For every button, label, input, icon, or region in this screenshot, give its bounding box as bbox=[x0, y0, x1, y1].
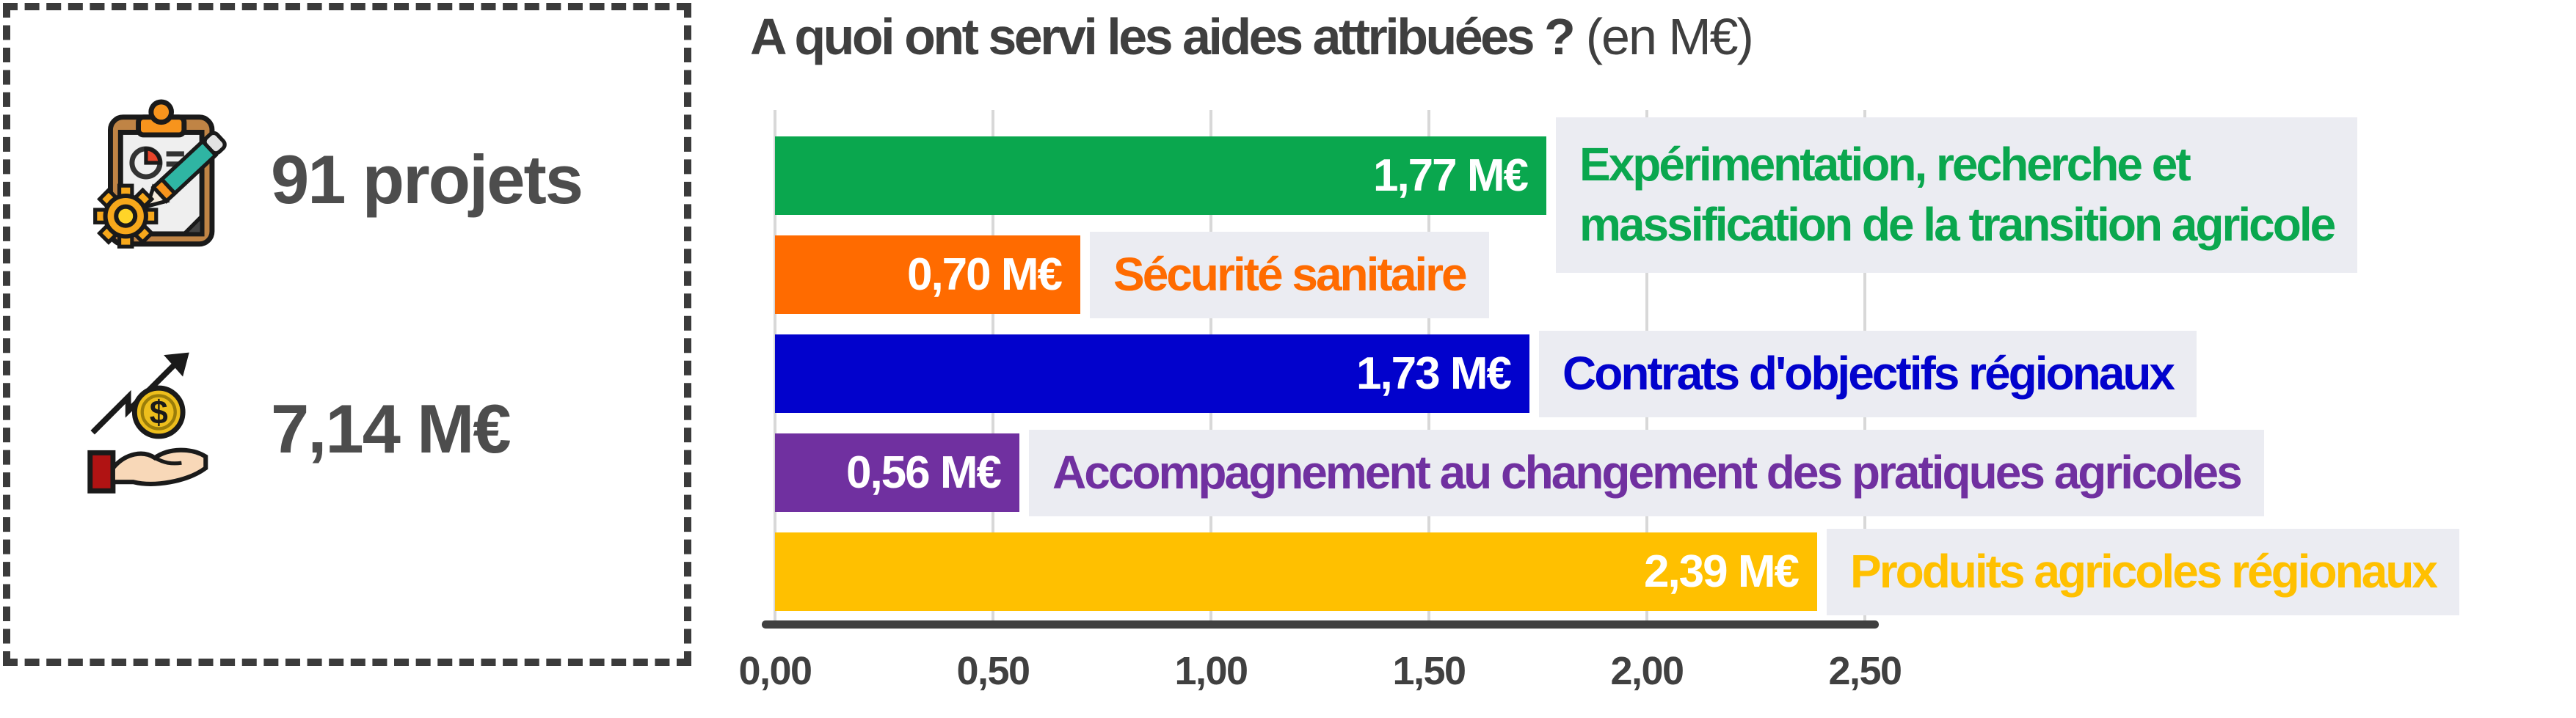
bar-row-contrats-objectifs: 1,73 M€ Contrats d'objectifs régionaux bbox=[775, 330, 2197, 417]
total-amount: 7,14 M€ bbox=[271, 389, 512, 467]
chart-title-unit: (en M€) bbox=[1573, 8, 1754, 65]
bar-row-securite-sanitaire: 0,70 M€ Sécurité sanitaire bbox=[775, 231, 1489, 318]
clipboard-gear-pencil-icon bbox=[93, 99, 227, 249]
x-tick-label: 0,50 bbox=[956, 649, 1030, 693]
bar: 1,73 M€ bbox=[775, 334, 1529, 413]
chart-title-main: A quoi ont servi les aides attribuées ? bbox=[750, 8, 1576, 65]
bar-value-label: 0,70 M€ bbox=[906, 249, 1063, 300]
hand-coin-arrow-icon: $ bbox=[87, 352, 208, 494]
bar: 0,70 M€ bbox=[775, 235, 1080, 314]
category-label: Produits agricoles régionaux bbox=[1827, 528, 2459, 615]
bar-value-label: 1,77 M€ bbox=[1372, 150, 1529, 201]
bar-value-label: 2,39 M€ bbox=[1643, 546, 1800, 597]
bar: 0,56 M€ bbox=[775, 433, 1019, 512]
category-label: Accompagnement au changement des pratiqu… bbox=[1029, 429, 2264, 516]
bar-value-label: 0,56 M€ bbox=[845, 447, 1002, 498]
category-label: Expérimentation, recherche et massificat… bbox=[1556, 117, 2358, 273]
category-label-line: Sécurité sanitaire bbox=[1113, 247, 1468, 301]
x-tick-label: 0,00 bbox=[738, 649, 812, 693]
bar-row-accompagnement: 0,56 M€ Accompagnement au changement des… bbox=[775, 429, 2264, 516]
amount-stat: $ 7,14 M€ bbox=[75, 346, 512, 511]
category-label-line: Produits agricoles régionaux bbox=[1850, 544, 2438, 598]
category-label: Sécurité sanitaire bbox=[1090, 231, 1489, 318]
category-label-line: Expérimentation, recherche et bbox=[1579, 137, 2191, 191]
category-label-line: Accompagnement au changement des pratiqu… bbox=[1052, 445, 2243, 499]
bar-row-experimentation: 1,77 M€ Expérimentation, recherche et ma… bbox=[775, 117, 2358, 273]
x-tick-label: 1,00 bbox=[1174, 649, 1248, 693]
category-label-line: massification de la transition agricole bbox=[1579, 197, 2336, 251]
bar-row-produits-regionaux: 2,39 M€ Produits agricoles régionaux bbox=[775, 528, 2459, 615]
x-tick-label: 1,50 bbox=[1392, 649, 1466, 693]
x-tick-label: 2,00 bbox=[1610, 649, 1684, 693]
x-tick-label: 2,50 bbox=[1828, 649, 1902, 693]
projects-stat: 91 projets bbox=[75, 97, 583, 262]
x-axis-line bbox=[762, 620, 1879, 629]
chart-title: A quoi ont servi les aides attribuées ? … bbox=[750, 7, 1754, 66]
summary-panel: 91 projets $ 7,14 M€ bbox=[3, 3, 691, 666]
bar-value-label: 1,73 M€ bbox=[1356, 348, 1512, 399]
bar: 1,77 M€ bbox=[775, 136, 1546, 215]
bar: 2,39 M€ bbox=[775, 532, 1817, 611]
category-label: Contrats d'objectifs régionaux bbox=[1539, 330, 2197, 417]
category-label-line: Contrats d'objectifs régionaux bbox=[1562, 346, 2175, 400]
svg-text:$: $ bbox=[150, 394, 168, 431]
projects-count: 91 projets bbox=[271, 140, 583, 218]
